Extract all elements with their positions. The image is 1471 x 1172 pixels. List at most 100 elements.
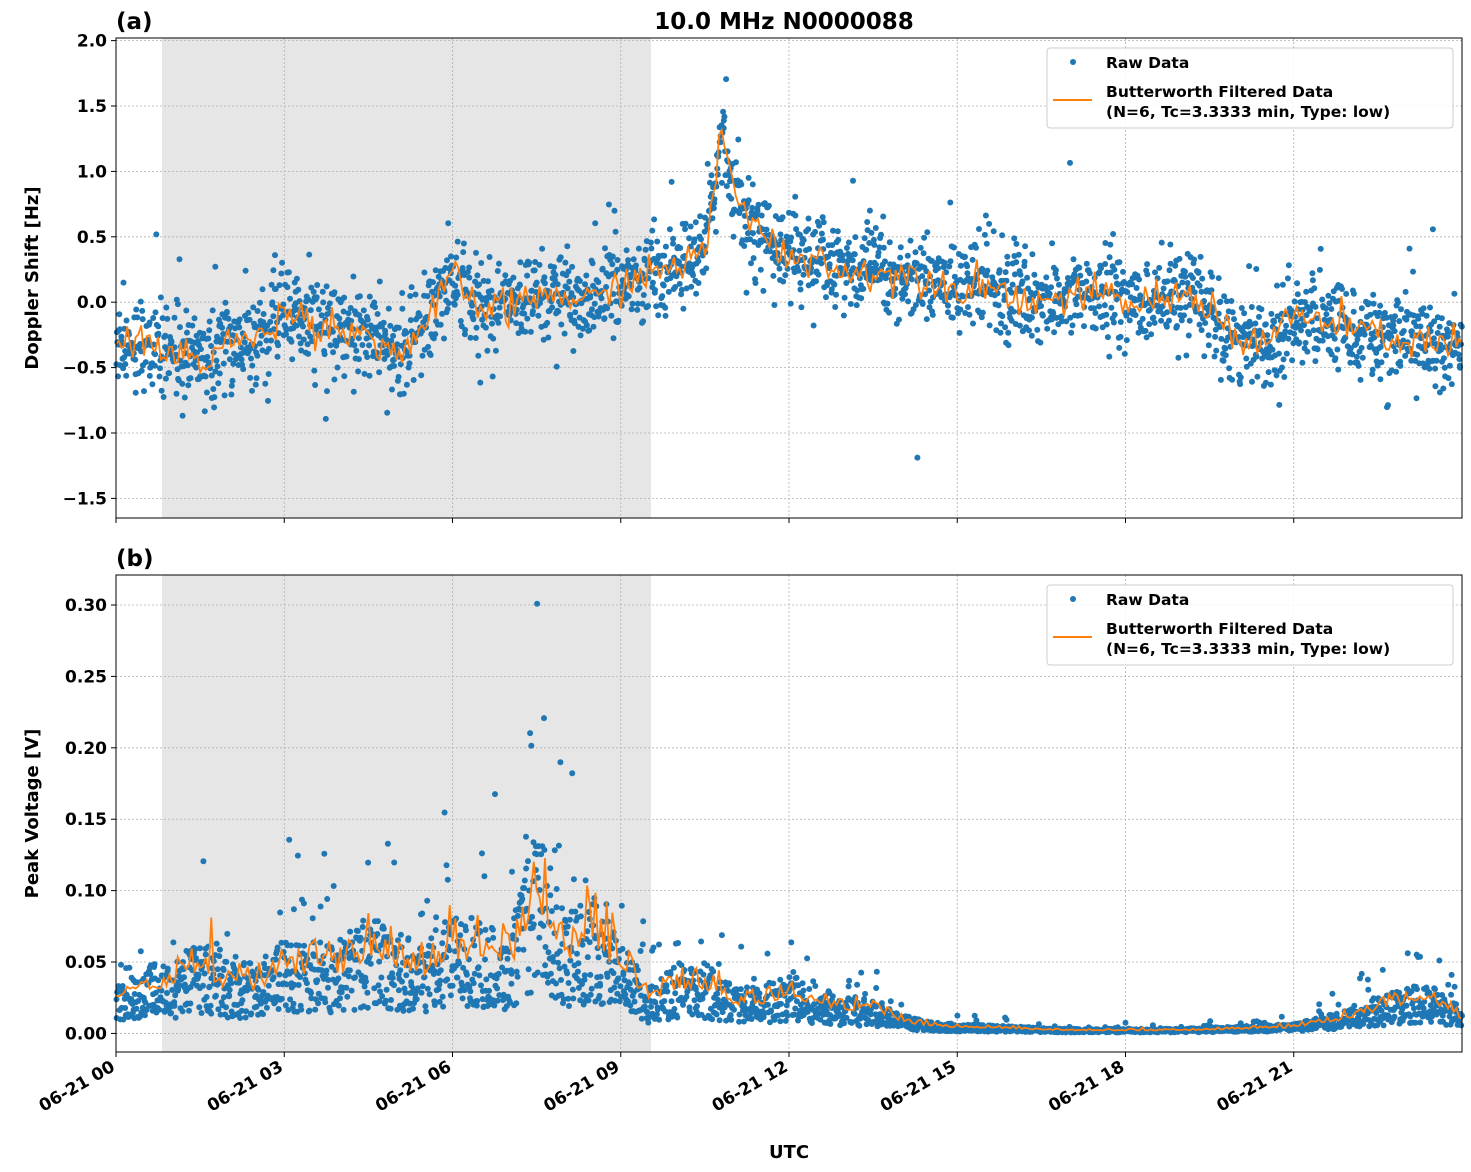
raw-data-point (775, 1012, 781, 1019)
raw-data-point (432, 267, 439, 274)
raw-data-point (1064, 275, 1071, 281)
raw-data-point (1314, 346, 1321, 353)
raw-data-point (151, 961, 158, 968)
raw-data-point (1285, 335, 1292, 342)
raw-data-point (817, 255, 824, 262)
raw-data-point (547, 970, 554, 977)
raw-data-point (604, 973, 611, 980)
raw-data-point (1191, 256, 1198, 263)
raw-data-point (548, 908, 555, 915)
raw-data-point (303, 980, 310, 987)
raw-data-point (1221, 293, 1228, 300)
raw-data-point (564, 970, 571, 977)
raw-data-point (224, 930, 231, 937)
raw-data-point (1349, 351, 1356, 358)
raw-data-point (1385, 402, 1391, 409)
raw-data-point (1123, 337, 1130, 344)
raw-data-point (179, 1008, 186, 1015)
raw-data-point (800, 237, 807, 244)
raw-data-point (536, 934, 543, 941)
raw-data-point (778, 1000, 784, 1007)
raw-data-point (480, 277, 487, 284)
raw-data-point (714, 990, 721, 997)
raw-data-point (350, 388, 357, 395)
raw-data-point (169, 987, 176, 993)
raw-data-point (1306, 331, 1313, 338)
raw-data-point (1011, 271, 1018, 278)
raw-data-point (1043, 274, 1050, 281)
raw-data-point (360, 307, 367, 314)
raw-data-point (497, 313, 504, 320)
raw-data-point (596, 992, 603, 999)
raw-data-point (424, 985, 431, 992)
raw-data-point (348, 318, 355, 324)
raw-data-point (698, 938, 705, 945)
raw-data-point (1361, 331, 1368, 338)
raw-data-point (208, 372, 215, 379)
raw-data-point (249, 362, 256, 369)
raw-data-point (146, 372, 153, 379)
raw-data-point (214, 333, 220, 340)
raw-data-point (162, 332, 169, 339)
raw-data-point (216, 953, 223, 960)
raw-data-point (494, 997, 501, 1004)
raw-data-point (678, 286, 685, 293)
raw-data-point (1392, 313, 1398, 320)
raw-data-point (228, 382, 235, 389)
raw-data-point (843, 280, 850, 286)
raw-data-point (886, 239, 893, 246)
raw-data-point (139, 316, 146, 323)
raw-data-point (440, 1003, 447, 1010)
raw-data-point (651, 216, 658, 223)
raw-data-point (970, 320, 976, 327)
raw-data-point (544, 319, 551, 326)
raw-data-point (642, 246, 649, 253)
raw-data-point (629, 300, 636, 307)
raw-data-point (355, 356, 362, 363)
raw-data-point (176, 256, 183, 263)
raw-data-point (344, 993, 351, 1000)
raw-data-point (1083, 278, 1090, 285)
raw-data-point (206, 327, 213, 334)
raw-data-point (433, 914, 440, 921)
raw-data-point (139, 307, 146, 314)
raw-data-point (492, 347, 499, 354)
raw-data-point (691, 997, 698, 1004)
raw-data-point (307, 333, 314, 340)
raw-data-point (682, 226, 688, 233)
raw-data-point (935, 265, 942, 272)
raw-data-point (389, 974, 396, 981)
raw-data-point (1353, 340, 1360, 347)
raw-data-point (491, 1002, 498, 1009)
raw-data-point (990, 228, 997, 235)
raw-data-point (1444, 333, 1451, 340)
raw-data-point (521, 877, 528, 884)
raw-data-point (414, 985, 421, 992)
raw-data-point (845, 239, 852, 246)
raw-data-point (547, 892, 554, 899)
raw-data-point (749, 204, 756, 211)
raw-data-point (1444, 326, 1450, 333)
raw-data-point (384, 351, 391, 358)
raw-data-point (1264, 332, 1271, 339)
raw-data-point (827, 1021, 834, 1027)
raw-data-point (1273, 372, 1280, 379)
raw-data-point (1024, 274, 1031, 281)
raw-data-point (269, 299, 276, 306)
raw-data-point (661, 998, 668, 1004)
raw-data-point (1096, 303, 1103, 310)
raw-data-point (242, 1014, 249, 1021)
raw-data-point (521, 310, 528, 317)
raw-data-point (1013, 259, 1020, 266)
raw-data-point (584, 954, 591, 961)
raw-data-point (418, 989, 425, 996)
raw-data-point (686, 235, 693, 242)
raw-data-point (1166, 317, 1172, 324)
raw-data-point (508, 980, 515, 987)
raw-data-point (441, 809, 448, 816)
raw-data-point (692, 219, 699, 226)
raw-data-point (665, 288, 672, 295)
raw-data-point (764, 950, 771, 957)
raw-data-point (296, 333, 302, 340)
raw-data-point (1282, 328, 1289, 335)
